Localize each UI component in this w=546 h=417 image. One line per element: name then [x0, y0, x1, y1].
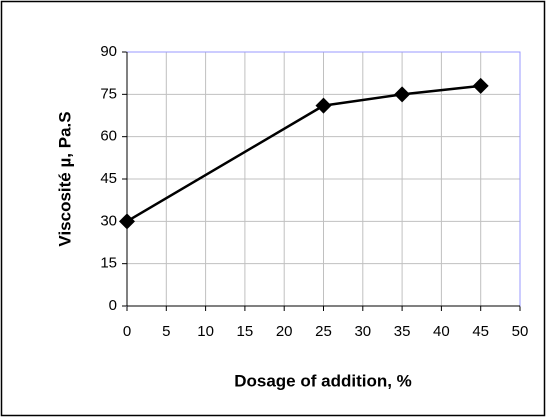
x-tick-label: 45 — [472, 323, 489, 340]
y-tick-label: 60 — [100, 128, 117, 145]
x-tick-label: 0 — [123, 323, 131, 340]
data-marker — [119, 213, 135, 230]
x-tick-label: 40 — [433, 323, 450, 340]
y-tick-label: 45 — [100, 170, 117, 187]
y-axis-title: Viscosité µ, Pa.S — [55, 111, 74, 246]
y-tick-label: 0 — [109, 297, 117, 314]
x-tick-label: 15 — [237, 323, 254, 340]
data-marker — [394, 86, 411, 103]
data-line — [126, 84, 481, 223]
data-marker — [472, 77, 489, 94]
y-tick-label: 15 — [100, 255, 117, 272]
x-tick-label: 50 — [512, 323, 529, 340]
x-tick-label: 25 — [315, 323, 332, 340]
x-tick-label: 35 — [394, 323, 411, 340]
y-tick-label: 30 — [100, 212, 117, 229]
x-tick-label: 10 — [197, 323, 214, 340]
y-tick-label: 75 — [100, 85, 117, 102]
y-tick-label: 90 — [100, 43, 117, 60]
x-tick-label: 5 — [162, 323, 170, 340]
x-tick-label: 30 — [354, 323, 371, 340]
x-axis-title: Dosage of addition, % — [234, 371, 412, 390]
x-tick-label: 20 — [276, 323, 293, 340]
data-marker — [315, 97, 332, 114]
